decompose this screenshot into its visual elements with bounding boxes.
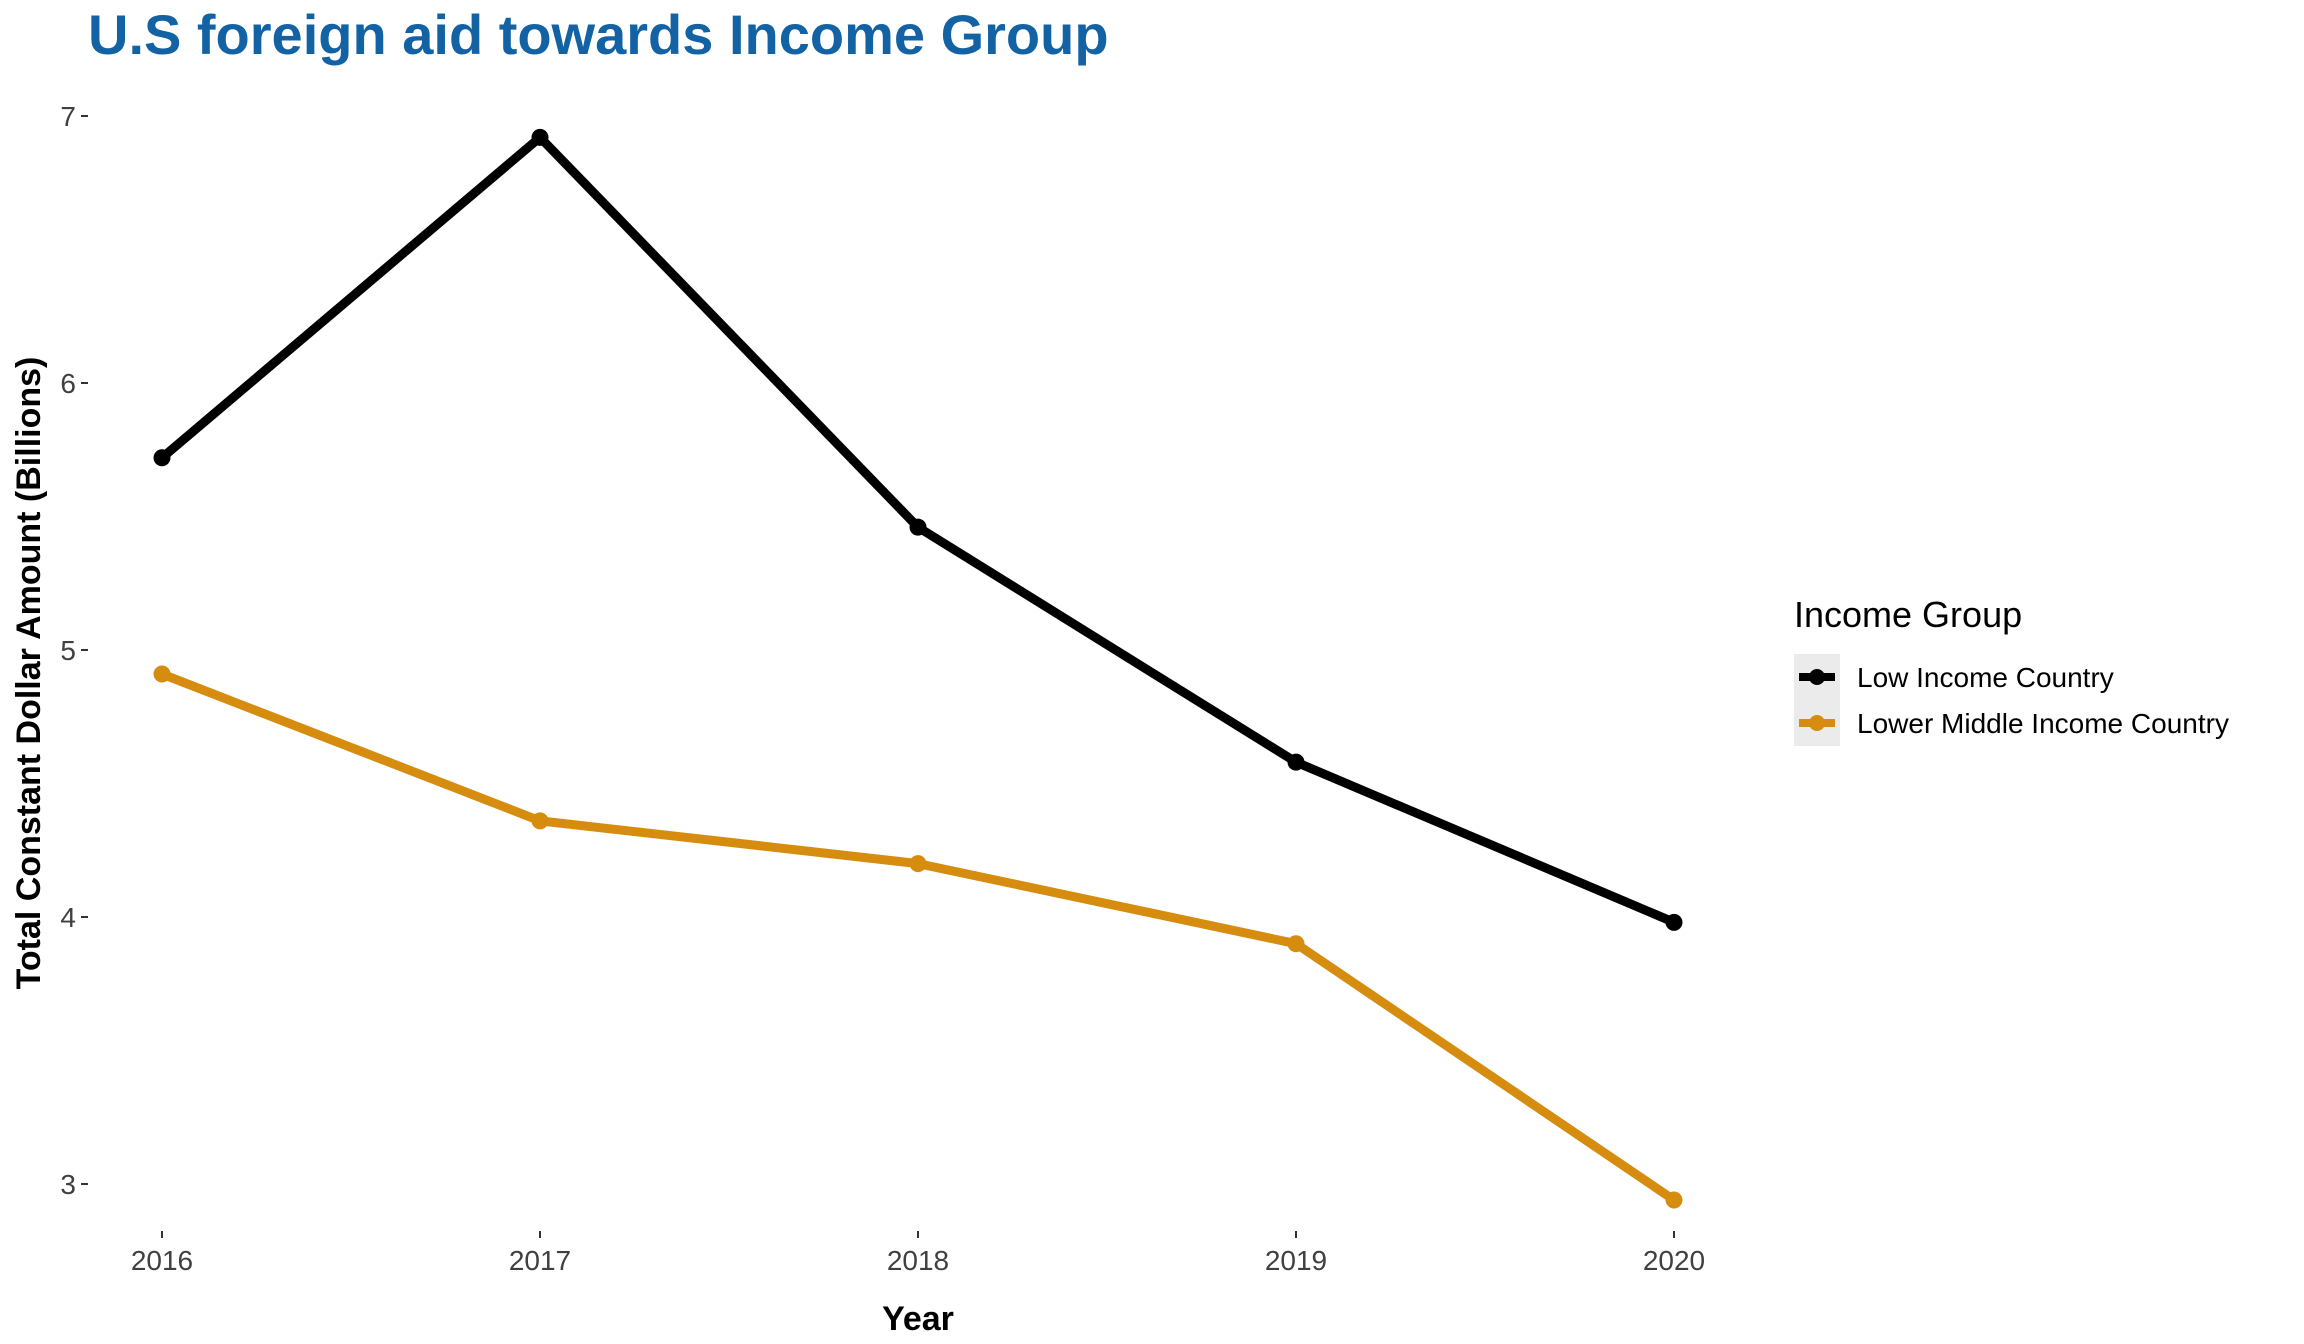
data-point: [909, 518, 927, 536]
legend-key-point: [1809, 715, 1825, 731]
y-axis-title: Total Constant Dollar Amount (Billions): [10, 357, 48, 990]
legend-title: Income Group: [1794, 594, 2022, 635]
x-axis: 2016 2017 2018 2019 2020: [131, 1231, 1705, 1276]
legend-key-point: [1809, 669, 1825, 685]
data-point: [1287, 753, 1305, 771]
legend-label: Lower Middle Income Country: [1857, 708, 2229, 739]
data-point: [531, 812, 549, 830]
data-point: [1665, 1191, 1683, 1209]
data-point: [153, 665, 171, 683]
data-point: [909, 855, 927, 873]
x-tick-label: 2018: [887, 1245, 949, 1276]
series-line: [157, 669, 1679, 1205]
y-axis: 3 4 5 6 7: [60, 101, 88, 1200]
x-tick-label: 2016: [131, 1245, 193, 1276]
data-point: [531, 128, 549, 146]
data-point: [153, 449, 171, 467]
y-tick-label: 5: [60, 635, 76, 666]
x-axis-title: Year: [882, 1300, 954, 1338]
chart-title: U.S foreign aid towards Income Group: [88, 3, 1109, 66]
legend-item: Lower Middle Income Country: [1799, 708, 2229, 739]
y-tick-label: 6: [60, 368, 76, 399]
series-2: [153, 665, 1683, 1209]
plot-area: [153, 128, 1683, 1209]
legend-key-background: [1794, 654, 1840, 746]
y-tick-label: 3: [60, 1169, 76, 1200]
x-tick-label: 2019: [1265, 1245, 1327, 1276]
data-point: [1665, 913, 1683, 931]
series-1: [153, 128, 1683, 931]
x-tick-label: 2017: [509, 1245, 571, 1276]
y-tick-label: 4: [60, 902, 76, 933]
y-tick-label: 7: [60, 101, 76, 132]
legend-label: Low Income Country: [1857, 662, 2114, 693]
legend: Income Group Low Income Country Lower Mid…: [1794, 594, 2229, 746]
legend-item: Low Income Country: [1799, 662, 2114, 693]
data-point: [1287, 935, 1305, 953]
x-tick-label: 2020: [1643, 1245, 1705, 1276]
